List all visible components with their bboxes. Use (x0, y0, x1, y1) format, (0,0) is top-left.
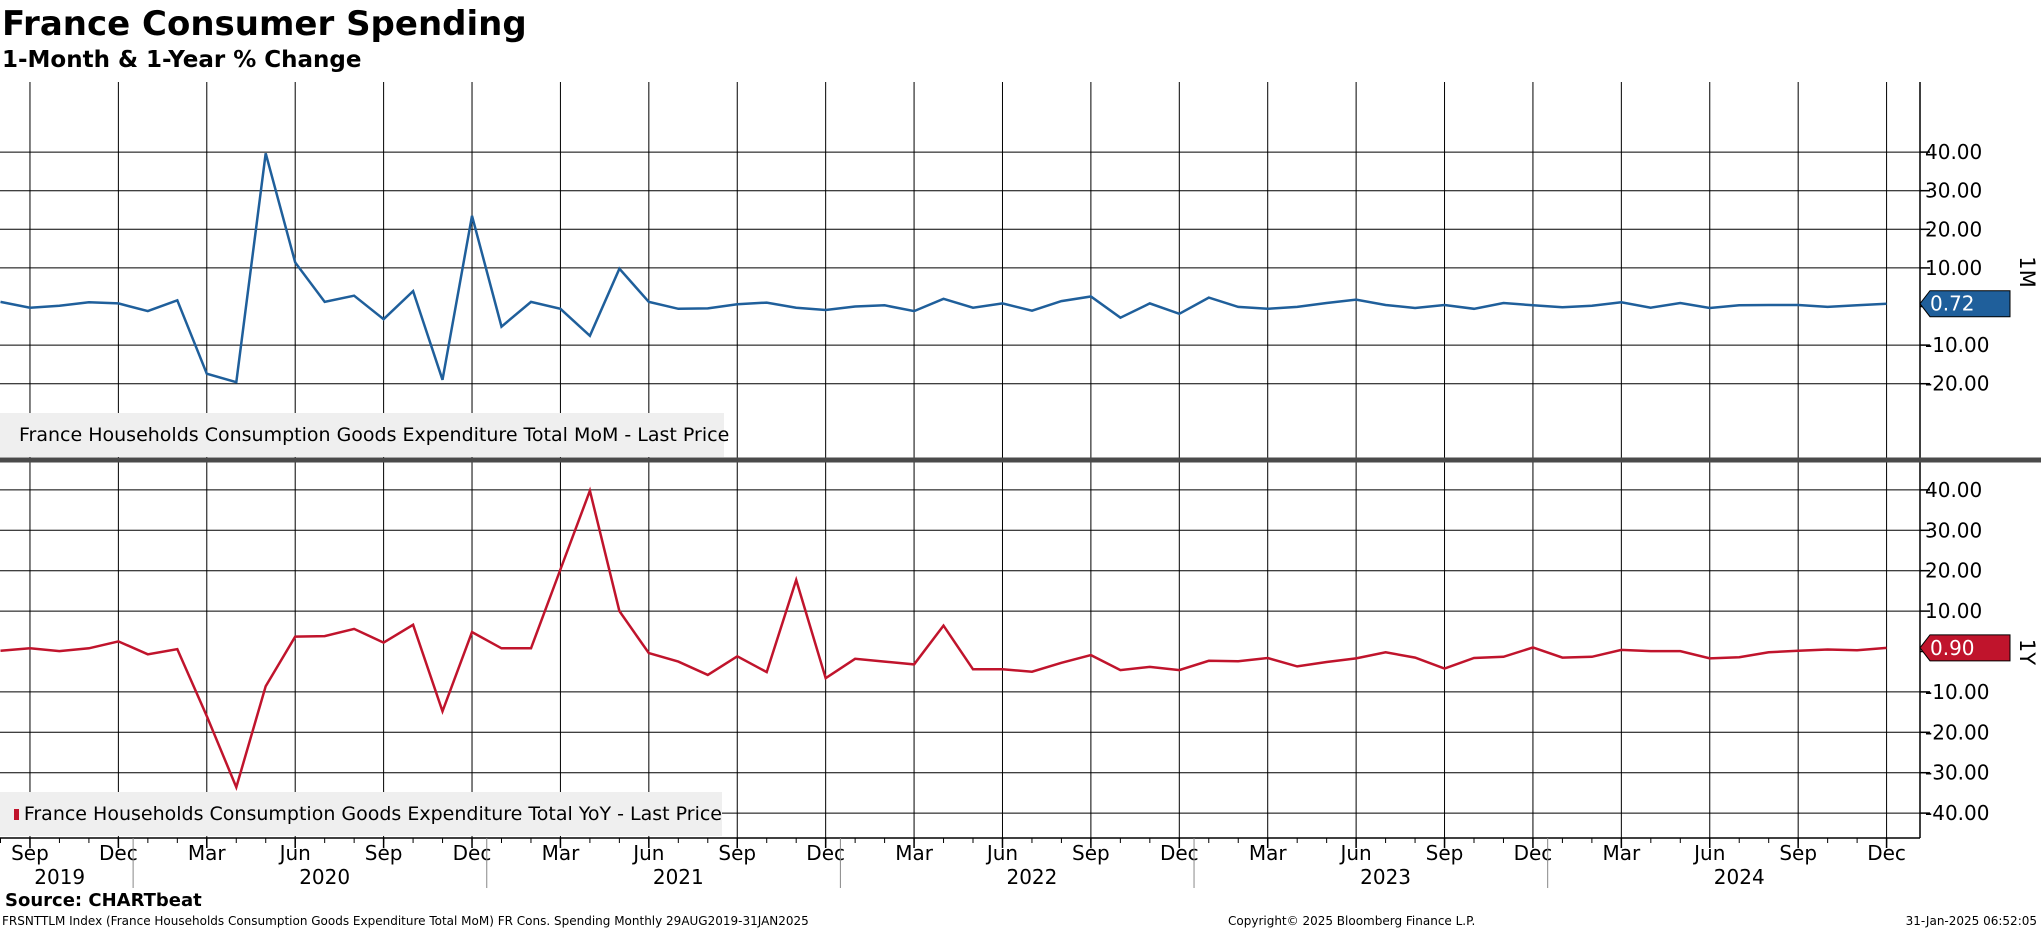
ytick-label-yoy-0: 40.00 (1925, 478, 1982, 502)
year-label-2021: 2021 (653, 865, 704, 889)
ytick-label-mom-0: 40.00 (1925, 140, 1982, 164)
ytick-label-yoy-5: -20.00 (1925, 720, 1989, 744)
source-note: Source: CHARTbeat (5, 890, 202, 911)
legend-mom: France Households Consumption Goods Expe… (0, 413, 729, 457)
xtick-label-19: Jun (1692, 841, 1725, 865)
xtick-label-7: Jun (631, 841, 664, 865)
ytick-label-yoy-7: -40.00 (1925, 801, 1989, 825)
ytick-label-mom-3: 10.00 (1925, 256, 1982, 280)
series-lines (0, 152, 1887, 791)
legend-mom-label: France Households Consumption Goods Expe… (19, 424, 730, 446)
ytick-label-yoy-2: 20.00 (1925, 559, 1982, 583)
chart-subtitle: 1-Month & 1-Year % Change (2, 47, 362, 73)
footer-copyright: Copyright© 2025 Bloomberg Finance L.P. (1228, 914, 1476, 928)
legend-yoy-label: France Households Consumption Goods Expe… (23, 803, 722, 825)
xtick-label-13: Dec (1160, 841, 1199, 865)
xtick-label-14: Mar (1249, 841, 1288, 865)
xtick-label-0: Sep (11, 841, 49, 865)
chart-title: France Consumer Spending (2, 4, 527, 44)
year-label-2022: 2022 (1006, 865, 1057, 889)
panel-label-mom: 1M (2015, 256, 2039, 287)
year-label-2023: 2023 (1360, 865, 1411, 889)
badge-value-yoy: 0.90 (1930, 636, 1975, 660)
series-line-yoy (0, 486, 1887, 791)
last-value-badge-mom: 0.72 (1919, 290, 2011, 318)
year-label-2019: 2019 (34, 865, 85, 889)
xtick-label-10: Mar (895, 841, 934, 865)
xtick-label-17: Dec (1514, 841, 1553, 865)
xtick-label-4: Sep (365, 841, 403, 865)
xtick-label-20: Sep (1779, 841, 1817, 865)
xtick-label-9: Dec (806, 841, 845, 865)
xtick-label-3: Jun (278, 841, 311, 865)
badge-value-mom: 0.72 (1930, 292, 1975, 316)
xtick-label-8: Sep (718, 841, 756, 865)
footer-series-info: FRSNTTLM Index (France Households Consum… (2, 914, 809, 928)
last-value-badges: 0.72 0.90 (1919, 290, 2011, 662)
legend-yoy-swatch (14, 808, 19, 820)
xtick-label-5: Dec (453, 841, 492, 865)
xtick-label-18: Mar (1602, 841, 1641, 865)
footer-timestamp: 31-Jan-2025 06:52:05 (1905, 914, 2037, 928)
ytick-label-yoy-1: 30.00 (1925, 518, 1982, 542)
ytick-label-yoy-3: 10.00 (1925, 599, 1982, 623)
year-label-2024: 2024 (1714, 865, 1765, 889)
xtick-label-1: Dec (99, 841, 138, 865)
xtick-label-2: Mar (188, 841, 227, 865)
xtick-label-6: Mar (542, 841, 581, 865)
ytick-label-mom-2: 20.00 (1925, 217, 1982, 241)
last-value-badge-yoy: 0.90 (1919, 634, 2011, 662)
year-label-2020: 2020 (299, 865, 350, 889)
ytick-label-mom-1: 30.00 (1925, 179, 1982, 203)
axes: 40.00 30.00 20.00 10.00 -10.00 -20.00 1M 40.00 3… (0, 82, 2041, 889)
ytick-label-yoy-4: -10.00 (1925, 680, 1989, 704)
ytick-label-mom-5: -20.00 (1925, 372, 1989, 396)
xtick-label-16: Sep (1426, 841, 1464, 865)
xtick-label-12: Sep (1072, 841, 1110, 865)
panel-label-yoy: 1Y (2015, 639, 2039, 665)
ytick-label-mom-4: -10.00 (1925, 333, 1989, 357)
xtick-label-21: Dec (1867, 841, 1906, 865)
badge-shape-yoy (1919, 634, 2011, 662)
xtick-label-15: Jun (1338, 841, 1371, 865)
grid-lines (0, 82, 1920, 838)
xtick-label-11: Jun (985, 841, 1018, 865)
badge-shape-mom (1919, 290, 2011, 318)
series-line-mom (0, 152, 1887, 384)
ytick-label-yoy-6: -30.00 (1925, 761, 1989, 785)
legend-yoy: France Households Consumption Goods Expe… (0, 792, 722, 836)
